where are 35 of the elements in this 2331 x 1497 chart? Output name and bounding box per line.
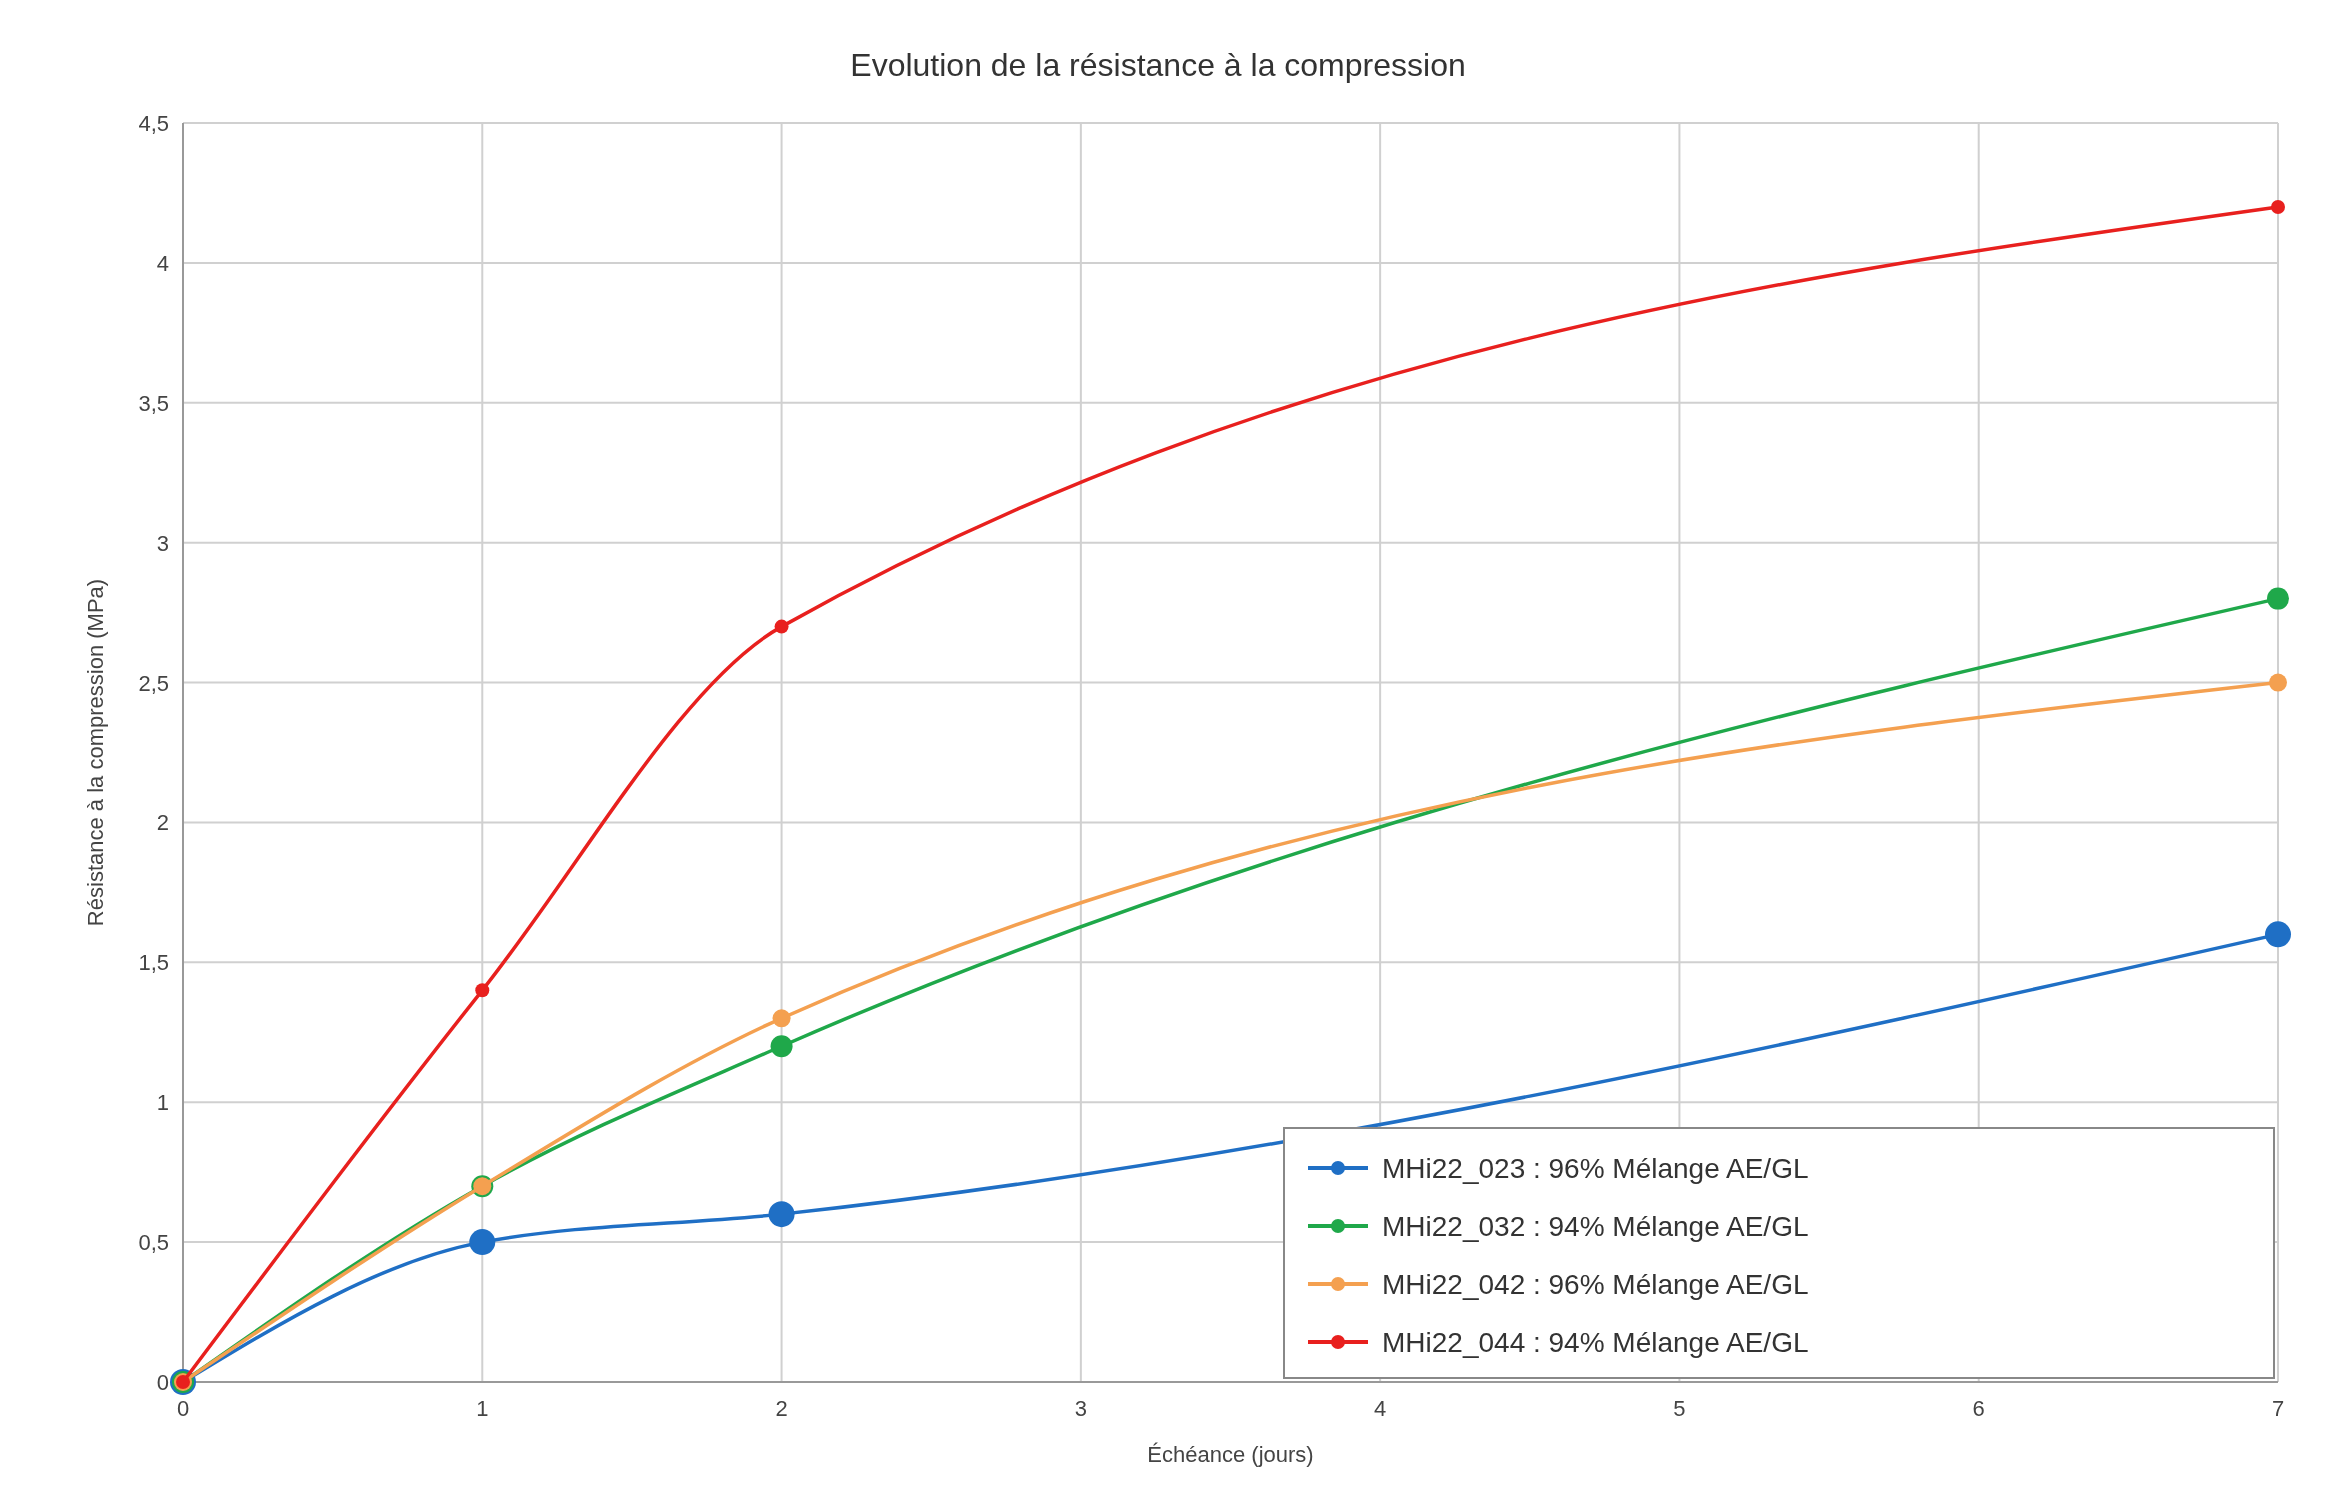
point: [2265, 921, 2291, 948]
y-axis-title: Résistance à la compression (MPa): [83, 578, 108, 927]
point: [2271, 199, 2285, 214]
legend-label: MHi22_042 : 96% Mélange AE/GL: [1382, 1269, 1809, 1300]
x-tick-label: 3: [1074, 1396, 1087, 1421]
y-tick-label: 1: [156, 1090, 169, 1116]
point: [475, 983, 490, 998]
y-tick-label: 3,5: [138, 390, 169, 416]
y-tick-label: 1,5: [138, 950, 169, 976]
legend-label: MHi22_032 : 94% Mélange AE/GL: [1382, 1211, 1809, 1242]
y-tick-label: 0: [156, 1370, 169, 1395]
x-tick-label: 5: [1673, 1396, 1686, 1421]
x-tick-label: 7: [2271, 1396, 2285, 1421]
chart-title: Evolution de la résistance à la compression: [850, 47, 1466, 83]
x-tick-label: 2: [775, 1396, 788, 1421]
point: [774, 619, 789, 634]
legend-label: MHi22_044 : 94% Mélange AE/GL: [1382, 1327, 1809, 1358]
x-tick-label: 0: [176, 1396, 190, 1421]
point: [469, 1229, 496, 1256]
x-axis-title: Échéance (jours): [1147, 1442, 1314, 1467]
x-tick-label: 4: [1374, 1396, 1387, 1421]
point: [770, 1035, 793, 1058]
legend-label: MHi22_023 : 96% Mélange AE/GL: [1382, 1153, 1809, 1184]
y-tick-label: 0,5: [138, 1230, 169, 1256]
y-tick-label: 2: [156, 810, 169, 836]
y-tick-label: 3: [156, 530, 169, 556]
point: [768, 1201, 795, 1228]
x-tick-label: 1: [476, 1396, 489, 1421]
point: [2267, 587, 2289, 610]
y-tick-label: 2,5: [138, 670, 169, 696]
y-tick-label: 4: [156, 250, 169, 276]
point: [772, 1009, 791, 1028]
y-tick-label: 4,5: [138, 111, 169, 136]
x-tick-label: 6: [1972, 1396, 1985, 1421]
point: [2269, 673, 2287, 692]
